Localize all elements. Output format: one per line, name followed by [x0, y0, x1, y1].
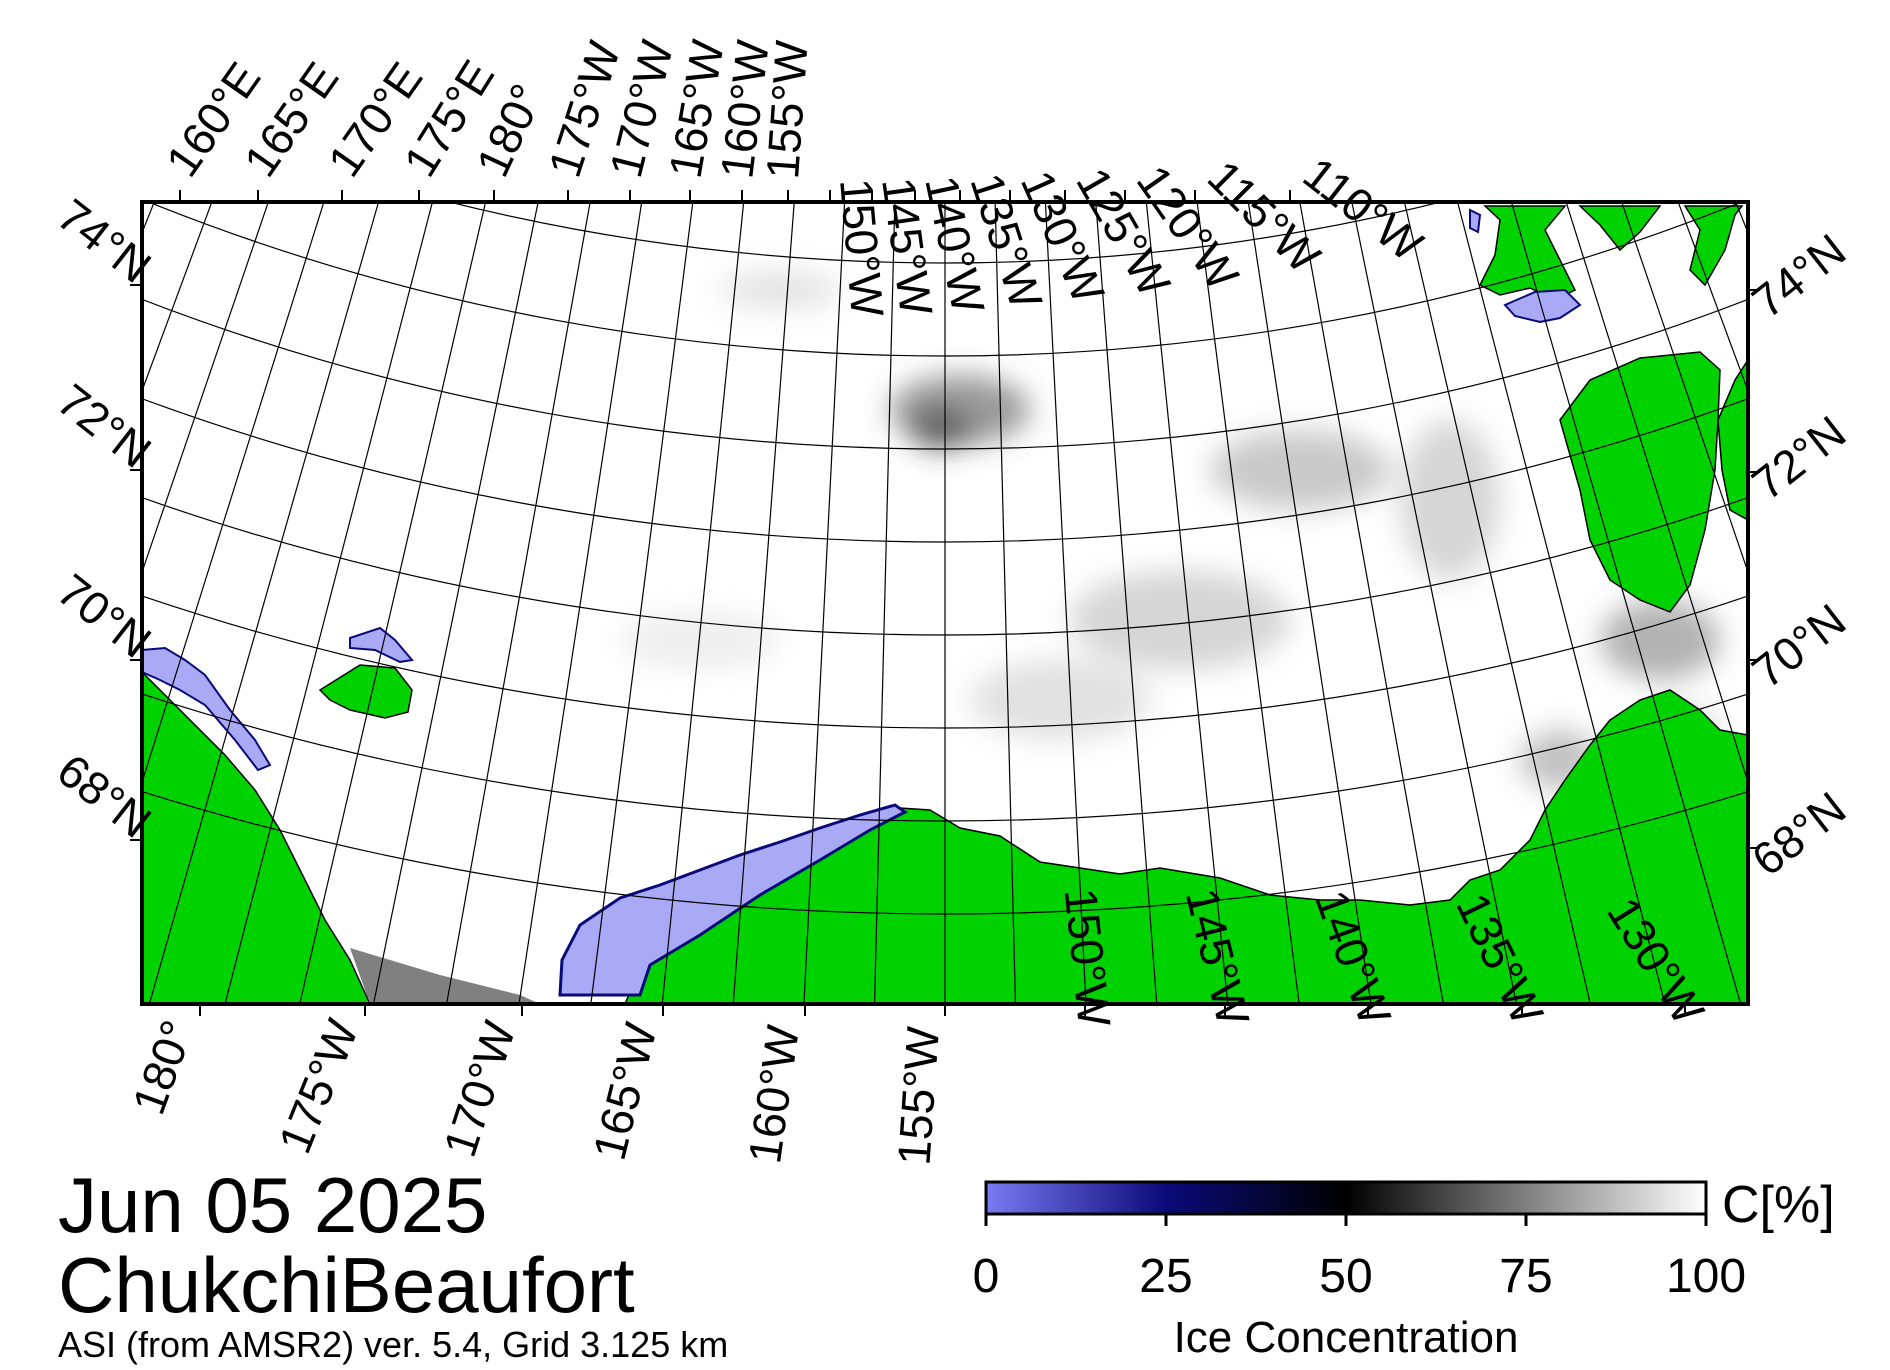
- longitude-line: [1299, 202, 1445, 1004]
- longitude-line: [873, 202, 896, 1004]
- bottom-longitude-label: 170°W: [433, 1014, 525, 1162]
- longitude-line: [1510, 202, 1742, 1004]
- longitude-line: [1456, 202, 1666, 1004]
- right-latitude-label: 74°N: [1742, 224, 1855, 328]
- longitude-line: [148, 202, 380, 1004]
- longitude-line: [299, 202, 487, 1004]
- longitude-line: [732, 202, 795, 1004]
- bottom-longitude-label: 155°W: [887, 1024, 949, 1166]
- longitude-line: [1813, 0, 1890, 781]
- longitude-line: [445, 202, 591, 1004]
- no-data-strip: [350, 948, 540, 1004]
- right-latitude-label: 68°N: [1742, 782, 1855, 886]
- longitude-line: [590, 202, 694, 1004]
- low-ice-alaska-coast: [558, 803, 908, 997]
- longitude-line: [1247, 202, 1372, 1004]
- low-ice-arctic-islands: [1503, 288, 1582, 324]
- colorbar-gradient: [984, 1180, 1708, 1216]
- land-chukotka: [142, 670, 371, 1004]
- longitude-line: [0, 0, 44, 738]
- bottom-longitude-label: 180°: [122, 1014, 203, 1121]
- map-content: [0, 0, 1890, 1004]
- colorbar: 0 25 50 75 100 C[%] Ice Concentration: [973, 1176, 1835, 1362]
- low-ice-small: [1469, 208, 1482, 234]
- colorbar-tick-label: 25: [1139, 1250, 1192, 1303]
- map-product: ASI (from AMSR2) ver. 5.4, Grid 3.125 km: [58, 1324, 729, 1365]
- ice-texture: [620, 270, 1720, 790]
- map-date: Jun 05 2025: [58, 1161, 488, 1249]
- longitude-line: [994, 202, 1017, 1004]
- land-arctic-islands-2: [1578, 205, 1662, 252]
- longitude-line: [1846, 0, 1890, 738]
- longitude-line: [1145, 202, 1229, 1004]
- land-victoria-island: [1717, 358, 1748, 521]
- longitude-line: [1196, 202, 1300, 1004]
- colorbar-tick-label: 0: [973, 1250, 1000, 1303]
- bottom-longitude-label: 175°W: [268, 1012, 368, 1160]
- longitude-line: [1403, 202, 1591, 1004]
- colorbar-tick-label: 100: [1666, 1250, 1746, 1303]
- bottom-longitude-label: 165°W: [583, 1017, 667, 1165]
- longitude-line: [142, 202, 269, 574]
- top-longitude-label: 150°W: [830, 176, 894, 319]
- low-ice-wrangel-north: [349, 626, 414, 664]
- land-banks-island: [1559, 351, 1721, 613]
- colorbar-tick-label: 75: [1499, 1250, 1552, 1303]
- colorbar-label: Ice Concentration: [1174, 1313, 1519, 1362]
- longitude-line: [1878, 0, 1890, 693]
- graticule: [0, 0, 1890, 1004]
- longitude-line: [518, 202, 643, 1004]
- longitude-line: [1621, 202, 1748, 574]
- colorbar-tick-label: 50: [1319, 1250, 1372, 1303]
- bottom-longitude-label: 160°W: [738, 1022, 809, 1167]
- land-arctic-islands-3: [1683, 205, 1744, 287]
- latitude-line: [0, 0, 1890, 77]
- longitude-line: [372, 202, 539, 1004]
- longitude-line: [661, 202, 745, 1004]
- longitude-line: [142, 202, 325, 785]
- longitude-line: [1044, 202, 1087, 1004]
- colorbar-unit: C[%]: [1722, 1176, 1835, 1234]
- map-region: ChukchiBeaufort: [58, 1241, 635, 1329]
- longitude-line: [1565, 202, 1748, 785]
- right-latitude-label: 72°N: [1742, 406, 1855, 510]
- colorbar-ticks: 0 25 50 75 100: [973, 1214, 1746, 1303]
- longitude-line: [0, 0, 12, 693]
- top-longitude-label: 155°W: [756, 38, 818, 180]
- right-latitude-label: 70°N: [1742, 594, 1855, 698]
- longitude-line: [224, 202, 434, 1004]
- longitude-line: [1095, 202, 1158, 1004]
- longitude-line: [1351, 202, 1518, 1004]
- land-wrangel-island: [318, 664, 413, 719]
- longitude-line: [803, 202, 846, 1004]
- longitude-line: [1779, 0, 1890, 823]
